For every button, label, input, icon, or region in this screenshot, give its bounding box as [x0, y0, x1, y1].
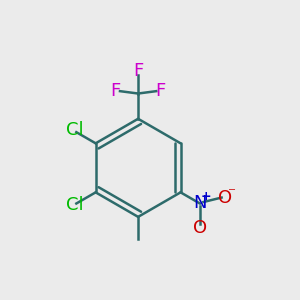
Text: +: +: [201, 190, 212, 203]
Text: ⁻: ⁻: [228, 185, 236, 200]
Text: F: F: [133, 62, 143, 80]
Text: O: O: [193, 219, 207, 237]
Text: F: F: [111, 82, 121, 100]
Text: Cl: Cl: [66, 122, 84, 140]
Text: O: O: [218, 189, 232, 207]
Text: F: F: [155, 82, 166, 100]
Text: N: N: [193, 194, 207, 212]
Text: Cl: Cl: [66, 196, 84, 214]
